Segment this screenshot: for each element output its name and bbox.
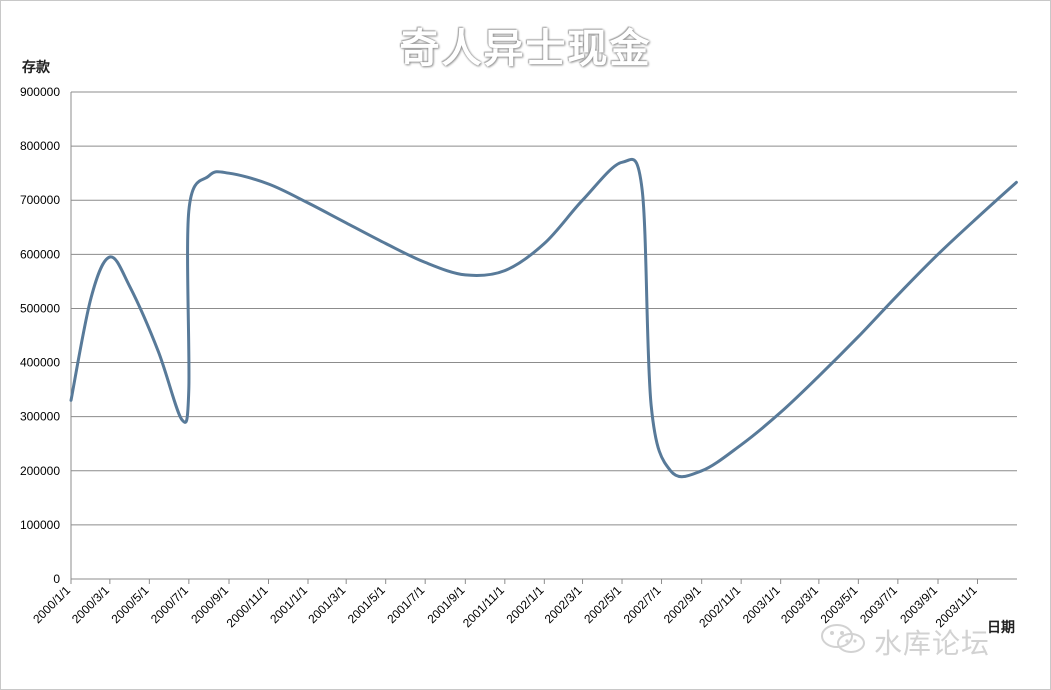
x-axis: 2000/1/12000/3/12000/5/12000/7/12000/9/1…: [30, 92, 1017, 630]
x-tick-label: 2002/7/1: [621, 583, 664, 626]
x-tick-label: 2002/1/1: [504, 583, 547, 626]
x-tick-label: 2001/7/1: [384, 583, 427, 626]
y-axis-ticks: 0 100000 200000 300000 400000 500000 600000 700…: [20, 85, 60, 586]
x-tick-label: 2000/11/1: [224, 583, 271, 630]
x-tick-label: 2000/1/1: [30, 583, 73, 626]
y-tick-label: 800000: [20, 139, 60, 153]
y-axis-label: 存款: [22, 60, 50, 76]
x-tick-label: 2001/3/1: [305, 583, 348, 626]
x-tick-label: 2000/5/1: [109, 583, 152, 626]
x-tick-label: 2002/11/1: [696, 583, 743, 630]
x-tick-label: 2003/1/1: [740, 583, 783, 626]
x-tick-label: 2001/1/1: [267, 583, 310, 626]
y-tick-label: 100000: [20, 518, 60, 532]
y-tick-label: 300000: [20, 410, 60, 424]
gridlines: [71, 91, 1017, 526]
y-tick-label: 600000: [20, 247, 60, 261]
watermark: 水库论坛: [818, 620, 1018, 660]
y-tick-label: 400000: [20, 356, 60, 370]
series-line: [69, 157, 1018, 479]
x-tick-label: 2002/3/1: [542, 583, 585, 626]
wechat-logo-icon: [821, 624, 865, 653]
x-axis-label: 日期: [987, 620, 1015, 636]
x-tick-label: 2003/3/1: [778, 583, 821, 626]
y-tick-label: 0: [53, 572, 60, 586]
x-tick-label: 2001/5/1: [345, 583, 388, 626]
watermark-text: 水库论坛: [874, 627, 991, 660]
y-tick-label: 200000: [20, 464, 60, 478]
x-tick-label: 2000/7/1: [148, 583, 191, 626]
chart-title: 奇人异士现金: [399, 25, 652, 72]
y-tick-label: 900000: [20, 85, 60, 99]
y-tick-label: 500000: [20, 301, 60, 315]
x-tick-label: 2002/5/1: [581, 583, 624, 626]
x-tick-label: 2001/11/1: [460, 583, 507, 630]
y-tick-label: 700000: [20, 193, 60, 207]
series-group: [69, 157, 1018, 479]
x-tick-label: 2000/3/1: [69, 583, 112, 626]
